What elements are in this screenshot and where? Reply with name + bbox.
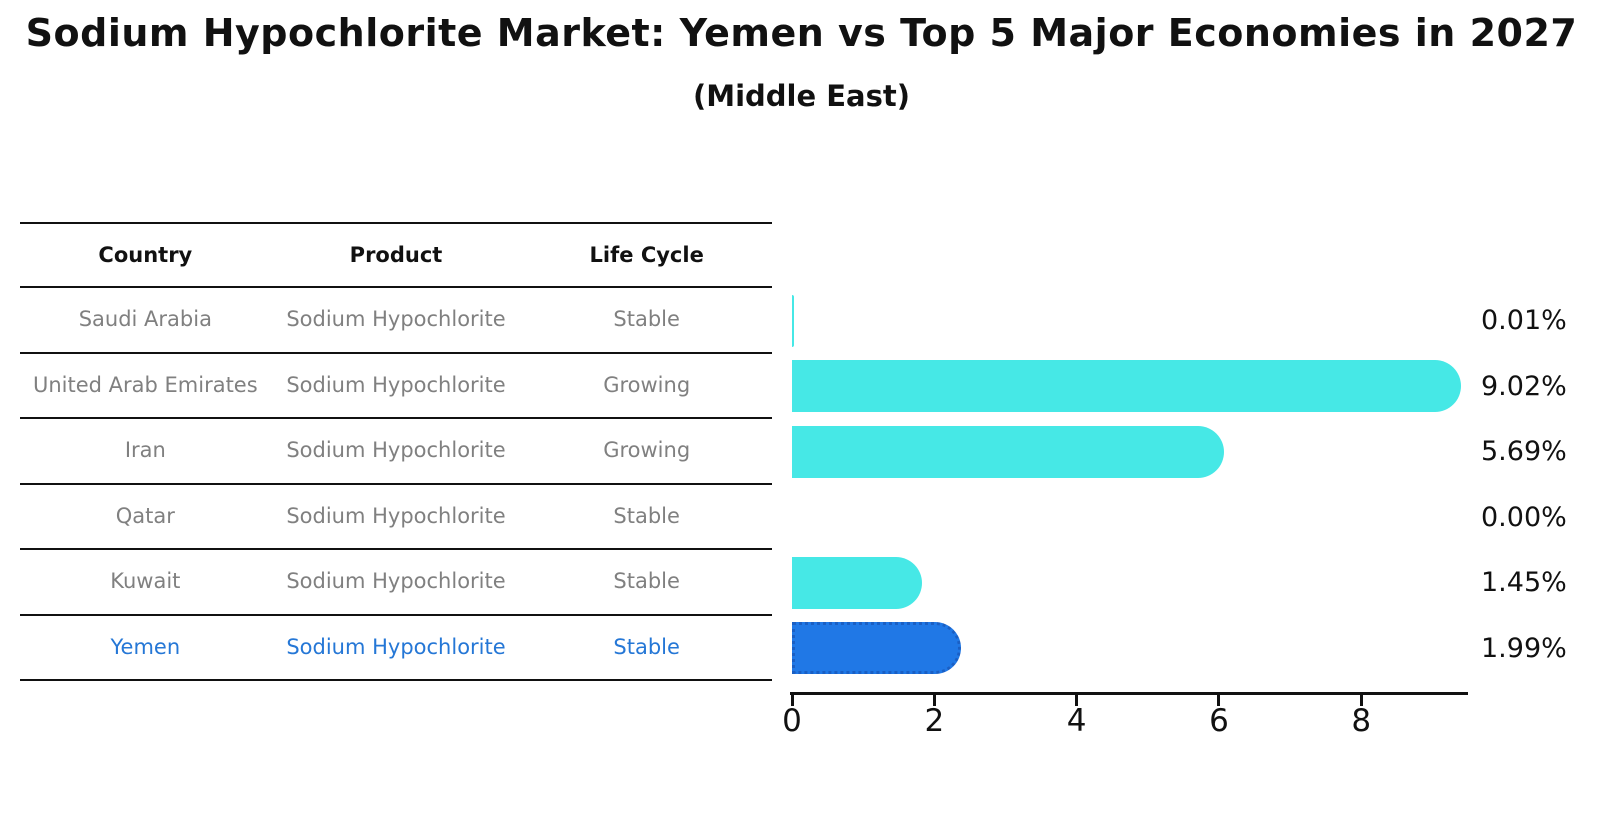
x-axis-tick [790, 695, 794, 706]
cell-country: Saudi Arabia [78, 307, 212, 331]
value-label: 0.01% [1481, 305, 1567, 337]
value-label: 0.00% [1481, 501, 1567, 533]
cell-lifecycle: Stable [613, 634, 680, 659]
bar [792, 294, 794, 347]
cell-lifecycle: Stable [613, 307, 680, 331]
bar [792, 556, 922, 609]
bar-highlight-yemen [792, 622, 961, 675]
x-axis-tick [1359, 695, 1363, 706]
table-header-row: Country Product Life Cycle [20, 222, 772, 288]
value-label: 1.99% [1481, 632, 1567, 664]
page-subtitle: (Middle East) [692, 79, 911, 113]
x-axis-tick-label: 6 [1209, 703, 1229, 739]
bar-row [792, 616, 1468, 682]
cell-country: Iran [124, 438, 166, 462]
cell-product: Sodium Hypochlorite [286, 372, 506, 397]
value-label: 9.02% [1481, 370, 1567, 402]
cell-lifecycle: Growing [603, 438, 691, 462]
header-cell-country: Country [98, 243, 193, 267]
x-axis-tick-label: 4 [1066, 703, 1087, 739]
bar-row [792, 485, 1468, 551]
cell-lifecycle: Growing [603, 372, 691, 397]
x-axis-line [790, 692, 1468, 695]
bar [792, 360, 1461, 413]
value-label: 1.45% [1481, 567, 1567, 599]
cell-country: Qatar [115, 503, 175, 528]
cell-country: Kuwait [110, 569, 181, 593]
x-axis-tick-label: 8 [1351, 703, 1372, 739]
data-table: Country Product Life Cycle Saudi Arabia S… [20, 222, 772, 681]
value-label: 5.69% [1481, 436, 1567, 468]
table-row: Kuwait Sodium Hypochlorite Stable [20, 550, 772, 616]
table-row: Iran Sodium Hypochlorite Growing [20, 419, 772, 485]
table-row: Qatar Sodium Hypochlorite Stable [20, 485, 772, 550]
bar [792, 425, 1224, 478]
page-title: Sodium Hypochlorite Market: Yemen vs Top… [25, 11, 1578, 55]
x-axis-tick-label: 2 [924, 703, 945, 739]
table-body: Saudi Arabia Sodium Hypochlorite Stable Uni… [20, 288, 772, 681]
table-row: Yemen Sodium Hypochlorite Stable [20, 616, 772, 681]
bar-row [792, 419, 1468, 485]
x-axis-tick [1075, 695, 1079, 706]
cell-product: Sodium Hypochlorite [286, 503, 506, 528]
cell-product: Sodium Hypochlorite [286, 569, 506, 593]
bar-chart [792, 288, 1468, 681]
x-axis-tick-label: 0 [782, 703, 802, 739]
cell-country: Yemen [110, 634, 181, 659]
x-axis-tick [1217, 695, 1221, 706]
cell-lifecycle: Stable [613, 569, 680, 593]
header-cell-lifecycle: Life Cycle [589, 243, 704, 267]
x-axis-tick [932, 695, 936, 706]
table-row: United Arab Emirates Sodium Hypochlorite G… [20, 354, 772, 419]
bar-row [792, 354, 1468, 420]
header-cell-product: Product [349, 243, 443, 267]
bar-row [792, 288, 1468, 354]
cell-product: Sodium Hypochlorite [286, 634, 506, 659]
cell-product: Sodium Hypochlorite [286, 307, 506, 331]
cell-lifecycle: Stable [613, 503, 680, 528]
cell-country: United Arab Emirates [32, 372, 258, 397]
cell-product: Sodium Hypochlorite [286, 438, 506, 462]
table-row: Saudi Arabia Sodium Hypochlorite Stable [20, 288, 772, 354]
bar-row [792, 550, 1468, 616]
